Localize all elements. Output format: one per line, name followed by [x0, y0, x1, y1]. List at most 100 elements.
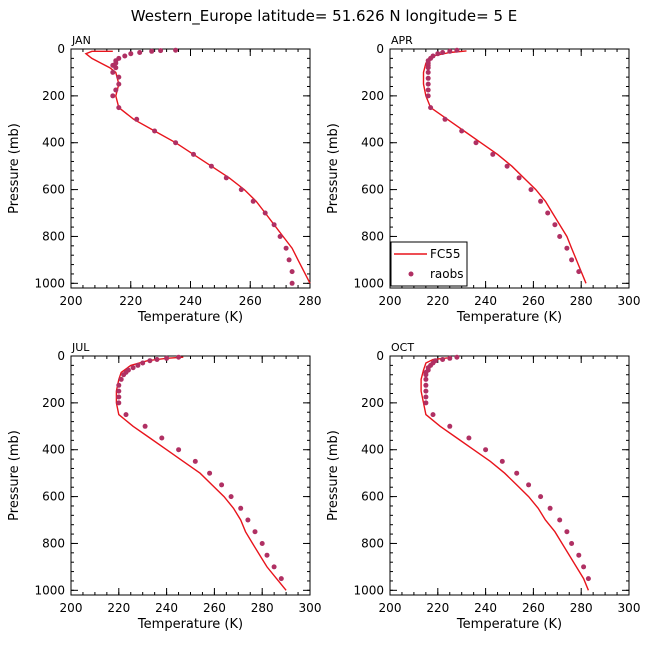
data-point-raobs: [134, 116, 140, 122]
x-tick-label: 200: [379, 294, 402, 308]
data-point-raobs: [176, 447, 182, 453]
y-tick-label: 1000: [353, 583, 384, 597]
legend-label-fc55: FC55: [430, 247, 461, 261]
data-point-raobs: [245, 517, 251, 523]
data-point-raobs: [208, 163, 214, 169]
x-tick-label: 220: [119, 294, 142, 308]
data-point-raobs: [569, 257, 575, 263]
data-point-raobs: [447, 423, 453, 429]
legend-point-swatch: [408, 271, 414, 277]
data-point-raobs: [459, 128, 465, 134]
data-point-raobs: [447, 355, 453, 361]
x-axis-label: Temperature (K): [456, 310, 562, 325]
data-point-raobs: [113, 65, 119, 71]
data-point-raobs: [435, 51, 441, 57]
data-point-raobs: [428, 105, 434, 111]
data-point-raobs: [113, 87, 119, 93]
y-tick-label: 600: [42, 183, 65, 197]
data-point-raobs: [207, 470, 213, 476]
x-tick-label: 280: [299, 294, 322, 308]
data-point-raobs: [192, 458, 198, 464]
data-point-raobs: [173, 140, 179, 146]
data-point-raobs: [122, 53, 128, 59]
data-point-raobs: [128, 51, 134, 57]
x-tick-label: 240: [474, 601, 497, 615]
x-tick-label: 260: [239, 294, 262, 308]
data-point-raobs: [423, 394, 429, 400]
data-point-raobs: [289, 269, 295, 275]
data-point-raobs: [425, 93, 431, 99]
data-point-raobs: [454, 47, 460, 53]
data-point-raobs: [514, 470, 520, 476]
data-point-raobs: [423, 400, 429, 406]
x-tick-label: 260: [522, 601, 545, 615]
x-axis-label: Temperature (K): [137, 617, 243, 632]
panel-label: JAN: [71, 34, 91, 47]
x-axis-label: Temperature (K): [456, 617, 562, 632]
figure-title: Western_Europe latitude= 51.626 N longit…: [131, 7, 517, 26]
x-axis-label: Temperature (K): [137, 310, 243, 325]
y-tick-label: 800: [361, 536, 384, 550]
y-tick-label: 800: [42, 536, 65, 550]
data-point-raobs: [110, 69, 116, 75]
y-tick-label: 400: [361, 443, 384, 457]
data-point-raobs: [278, 576, 284, 582]
y-tick-label: 400: [42, 443, 65, 457]
y-tick-label: 200: [42, 89, 65, 103]
x-tick-label: 280: [251, 601, 274, 615]
data-point-raobs: [581, 564, 587, 570]
x-tick-label: 220: [107, 601, 130, 615]
data-point-raobs: [564, 245, 570, 251]
data-point-raobs: [526, 482, 532, 488]
data-point-raobs: [538, 198, 544, 204]
y-tick-label: 600: [361, 490, 384, 504]
data-point-raobs: [504, 163, 510, 169]
plot-frame: [70, 48, 311, 289]
data-point-raobs: [118, 376, 124, 382]
data-point-raobs: [466, 435, 472, 441]
data-point-raobs: [564, 529, 570, 535]
data-point-raobs: [223, 175, 229, 181]
legend-box: [390, 241, 468, 287]
data-point-raobs: [173, 47, 179, 53]
data-point-raobs: [425, 65, 431, 71]
data-point-raobs: [483, 447, 489, 453]
data-point-raobs: [423, 376, 429, 382]
y-tick-label: 800: [42, 229, 65, 243]
data-point-raobs: [123, 412, 129, 418]
panel-apr: 200 220 240 260 280 300 0 200 400 600 800 1000 APR Te…: [326, 34, 640, 325]
data-point-raobs: [219, 482, 225, 488]
data-point-raobs: [116, 74, 122, 80]
data-point-raobs: [277, 234, 283, 239]
y-axis-label: Pressure (mb): [326, 430, 341, 521]
y-tick-label: 1000: [34, 276, 65, 290]
x-tick-label: 280: [570, 294, 593, 308]
y-tick-label: 1000: [353, 276, 384, 290]
data-point-raobs: [154, 357, 160, 362]
data-point-raobs: [447, 48, 453, 54]
data-point-raobs: [271, 222, 277, 228]
data-point-raobs: [425, 69, 431, 75]
data-point-raobs: [283, 245, 289, 251]
data-point-raobs: [557, 517, 563, 523]
data-point-raobs: [576, 552, 582, 558]
data-point-raobs: [430, 412, 436, 418]
series-line-fc55: [420, 357, 590, 591]
data-point-raobs: [552, 222, 558, 228]
data-point-raobs: [116, 382, 122, 388]
data-point-raobs: [116, 394, 122, 400]
data-point-raobs: [423, 382, 429, 388]
x-tick-label: 240: [179, 294, 202, 308]
panel-label: OCT: [391, 341, 414, 354]
data-point-raobs: [149, 48, 155, 54]
data-point-raobs: [289, 280, 295, 286]
x-tick-label: 300: [618, 294, 641, 308]
y-tick-label: 0: [57, 349, 65, 363]
y-tick-label: 0: [57, 42, 65, 56]
y-axis-label: Pressure (mb): [7, 123, 22, 214]
y-axis-label: Pressure (mb): [7, 430, 22, 521]
data-point-raobs: [250, 198, 256, 204]
data-point-raobs: [176, 354, 182, 360]
panel-label: JUL: [71, 341, 90, 354]
